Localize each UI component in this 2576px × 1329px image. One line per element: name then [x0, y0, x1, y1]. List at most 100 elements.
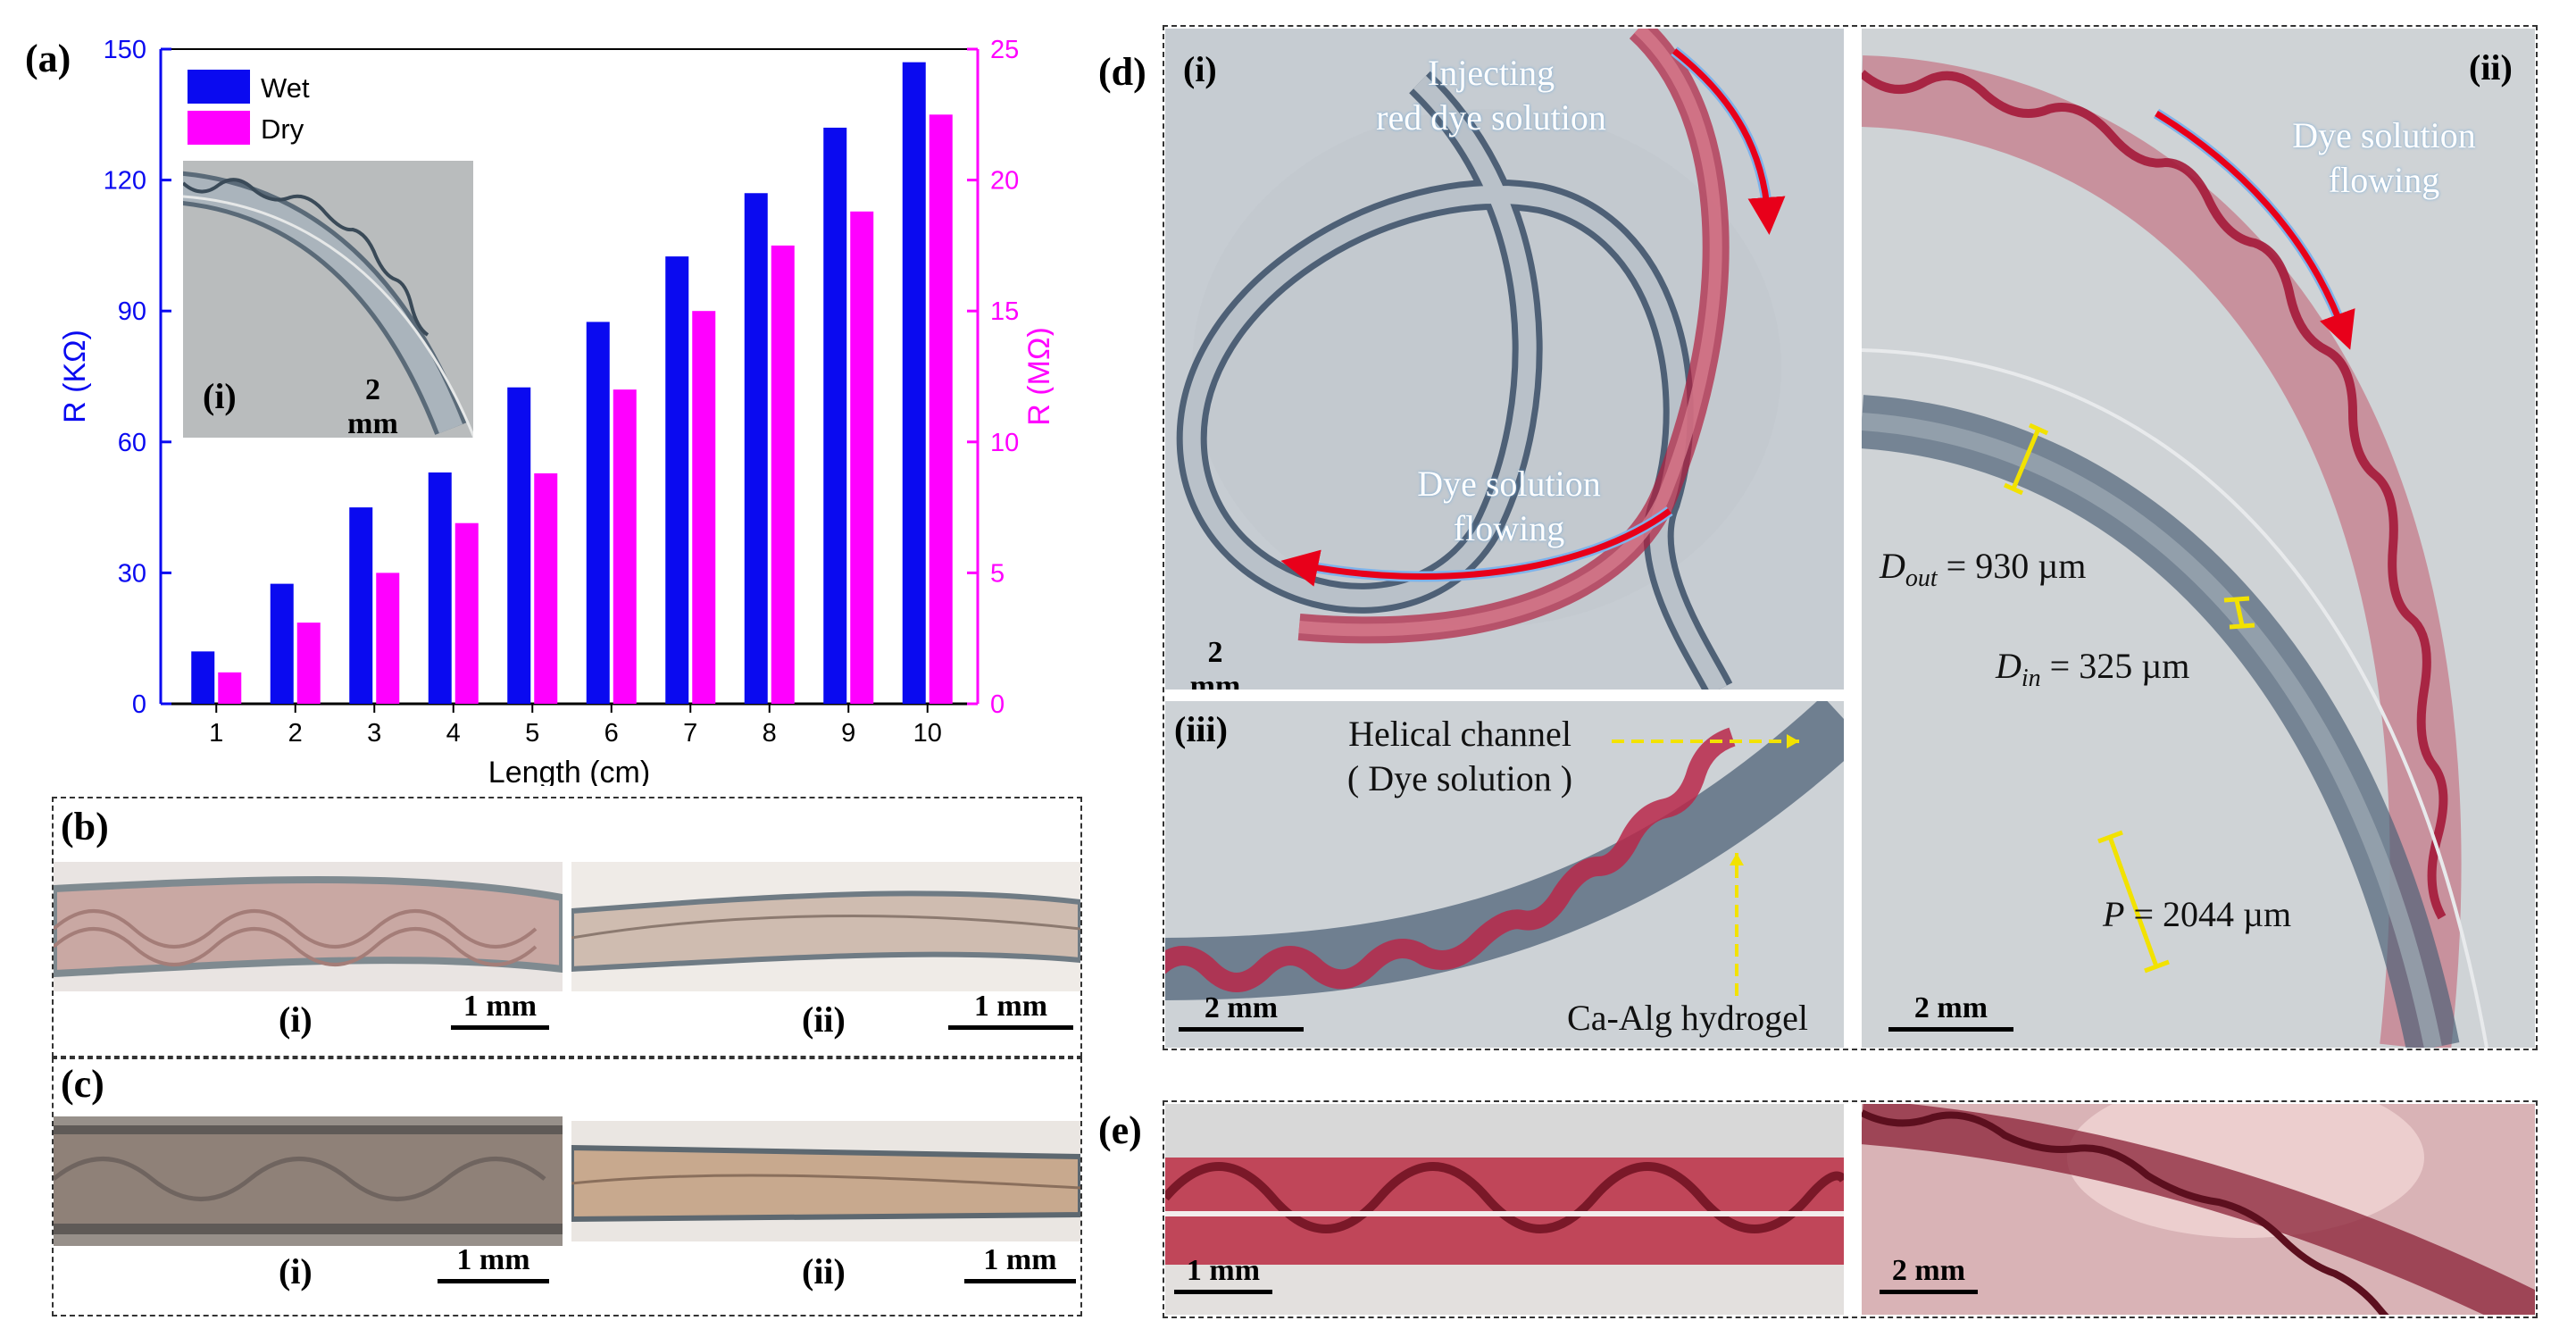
bar-dry [376, 573, 400, 704]
b-ii-scale-text: 1 mm [973, 990, 1048, 1023]
bar-dry [692, 311, 716, 704]
y-right-tick-label: 10 [990, 429, 1019, 457]
y-left-tick-label: 0 [132, 690, 146, 719]
bar-dry [218, 672, 242, 704]
y-right-tick-label: 20 [990, 167, 1019, 196]
panel-a-label: (a) [25, 37, 71, 80]
c-ii-scale-bar: 1 mm [964, 1243, 1076, 1283]
b-i-scale-bar: 1 mm [451, 990, 549, 1030]
legend-swatch-dry [188, 111, 250, 145]
bar-dry [296, 623, 321, 704]
y-right-tick-label: 5 [990, 559, 1005, 588]
x-tick-label: 2 [288, 719, 303, 748]
x-tick-label: 9 [841, 719, 855, 748]
legend-label-dry: Dry [261, 113, 304, 145]
x-tick-label: 5 [525, 719, 539, 748]
d-i-channel-image [1176, 29, 1781, 690]
bar-chart: 0 30 60 90 120 150 0 5 10 15 20 25 1 2 3 4 5 6 7 8 9 10 Length… [58, 36, 1054, 786]
d-i-scale-bar: 2 mm [1179, 636, 1252, 690]
legend-swatch-wet [188, 70, 250, 104]
micrograph-d-ii: (ii) Dye solution flowing Dout = 930 µm … [1862, 29, 2535, 1048]
x-tick-label: 7 [683, 719, 697, 748]
bar-wet [586, 322, 610, 704]
d-ii-flow-annotation: Dye solution flowing [2292, 115, 2476, 200]
panel-e-frame [1163, 1100, 2538, 1318]
d-ii-scale-text: 2 mm [1913, 991, 1988, 1024]
x-tick-label: 8 [763, 719, 777, 748]
ca-alg-label: Ca-Alg hydrogel [1567, 998, 1808, 1038]
inset-channel-image [183, 171, 473, 438]
bar-wet [428, 472, 452, 704]
panel-c-label: (c) [61, 1062, 104, 1106]
b-ii-scale-bar: 1 mm [948, 990, 1073, 1030]
d-i-bottom-annotation: Dye solution flowing [1417, 464, 1601, 548]
bar-wet [191, 651, 215, 704]
panel-b-label: (b) [61, 805, 109, 848]
d-ii-scale-bar: 2 mm [1888, 991, 2013, 1032]
d-out-subscript: out [1905, 564, 1938, 592]
c-ii-label: (ii) [802, 1251, 846, 1291]
b-i-label: (i) [279, 999, 313, 1040]
x-tick-label: 3 [367, 719, 381, 748]
e-right-scale-text: 2 mm [1891, 1254, 1966, 1287]
inset-scale-bar: 2 mm [339, 373, 406, 438]
bar-wet [823, 127, 847, 704]
d-iii-label: (iii) [1174, 709, 1228, 749]
y-axis-left-title: R (KΩ) [58, 330, 92, 423]
legend-label-wet: Wet [261, 72, 310, 104]
d-iii-scale-text: 2 mm [1204, 991, 1279, 1024]
panel-c-frame [52, 1057, 1082, 1316]
inset-label: (i) [203, 376, 237, 416]
y-axis-right-title: R (MΩ) [1022, 327, 1054, 425]
panel-e-label: (e) [1098, 1108, 1142, 1152]
bar-dry [929, 114, 953, 705]
y-right-tick-label: 0 [990, 690, 1005, 719]
d-in-symbol: D [1996, 646, 2022, 686]
bar-wet [902, 62, 926, 704]
micrograph-d-i: (i) Injecting red dye solution Dye solut… [1165, 29, 1844, 690]
b-ii-label: (ii) [802, 999, 846, 1040]
d-in-value: = 325 µm [2040, 646, 2190, 686]
d-out-measurement: Dout = 930 µm [1880, 545, 2086, 593]
inset-scale-text: 2 mm [347, 373, 398, 438]
x-tick-label: 10 [913, 719, 942, 748]
d-i-flow-arrows [1280, 46, 1786, 587]
c-i-scale-bar: 1 mm [438, 1243, 549, 1283]
helical-channel-label: Helical channel [1348, 714, 1571, 754]
dye-solution-label: ( Dye solution ) [1346, 758, 1573, 798]
c-ii-scale-text: 1 mm [983, 1243, 1057, 1276]
d-ii-label: (ii) [2469, 47, 2513, 88]
panel-b-frame [52, 797, 1082, 1057]
d-out-symbol: D [1880, 546, 1905, 586]
micrograph-e-right: 2 mm [1862, 1104, 2535, 1315]
y-left-tick-label: 60 [118, 429, 146, 457]
d-out-value: = 930 µm [1937, 546, 2087, 586]
c-i-label: (i) [279, 1251, 313, 1291]
d-in-subscript: in [2021, 664, 2041, 692]
bar-wet [744, 193, 768, 704]
bar-dry [771, 245, 795, 704]
bar-wet [665, 256, 689, 704]
y-left-tick-label: 150 [104, 36, 146, 64]
inset-micrograph-a: (i) 2 mm [183, 161, 473, 438]
micrograph-e-left: 1 mm [1165, 1104, 1844, 1315]
bar-dry [613, 389, 637, 704]
y-right-tick-label: 25 [990, 36, 1019, 64]
micrograph-b-i [54, 862, 563, 991]
panel-d-frame [1163, 25, 2538, 1050]
bar-wet [507, 387, 531, 704]
x-tick-label: 6 [604, 719, 619, 748]
d-i-scale-text: 2 mm [1189, 636, 1241, 690]
x-tick-label: 4 [446, 719, 461, 748]
micrograph-c-i [54, 1116, 563, 1246]
e-right-scale-bar: 2 mm [1880, 1254, 1978, 1294]
d-ii-channel-image [1862, 55, 2488, 1048]
x-axis-title: Length (cm) [488, 756, 650, 786]
pitch-measurement: P = 2044 µm [2103, 893, 2291, 935]
e-left-scale-text: 1 mm [1186, 1254, 1261, 1287]
d-iii-channel-image [1165, 701, 1844, 1000]
pitch-value: = 2044 µm [2124, 894, 2292, 934]
b-i-scale-text: 1 mm [463, 990, 538, 1023]
d-iii-scale-bar: 2 mm [1179, 991, 1304, 1032]
d-i-label: (i) [1183, 49, 1217, 89]
